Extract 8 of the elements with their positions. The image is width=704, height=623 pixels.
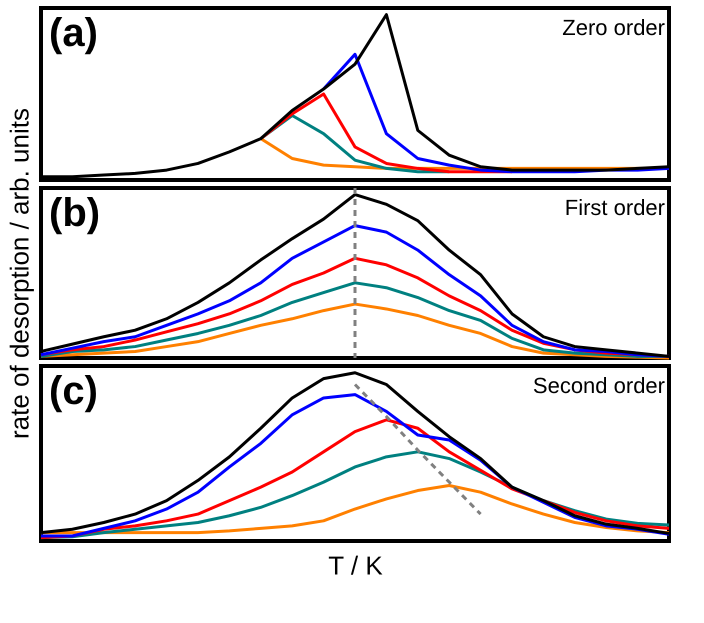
x-axis-title: T / K [328,550,384,580]
annotation: Zero order [562,15,665,40]
y-axis-title: rate of desorption / arb. units [4,108,34,439]
annotation: (b) [49,191,100,235]
annotation: First order [564,195,665,220]
annotation: Second order [532,373,665,398]
annotation: (a) [49,11,98,55]
annotation: (c) [49,369,98,413]
